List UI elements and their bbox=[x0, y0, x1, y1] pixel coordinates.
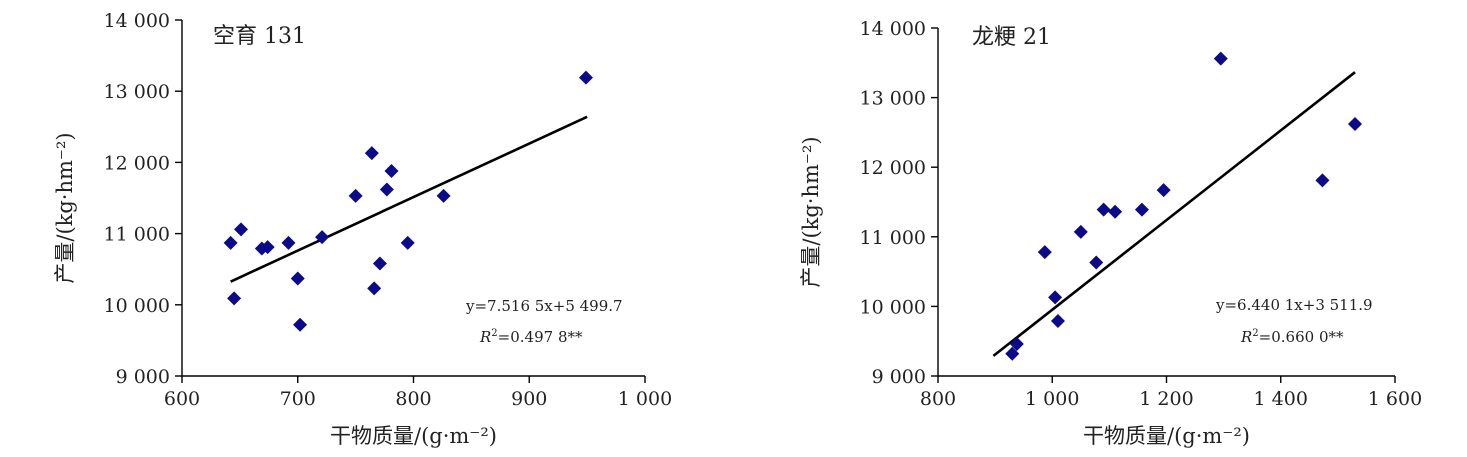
r-squared-label: R2=0.497 8** bbox=[479, 328, 583, 346]
data-point bbox=[260, 240, 275, 255]
y-tick-label: 11 000 bbox=[104, 224, 170, 246]
x-axis-label: 干物质量/(g·m⁻²) bbox=[330, 424, 497, 448]
x-axis-label: 干物质量/(g·m⁻²) bbox=[1083, 424, 1250, 448]
x-tick-label: 1 000 bbox=[618, 388, 672, 410]
y-tick-label: 13 000 bbox=[104, 81, 170, 103]
regression-equation: y=7.516 5x+5 499.7 bbox=[465, 297, 623, 315]
data-point bbox=[1213, 51, 1228, 66]
trendline bbox=[230, 115, 588, 283]
data-point bbox=[290, 271, 305, 286]
data-point bbox=[348, 188, 363, 203]
r-squared-label: R2=0.660 0** bbox=[1240, 328, 1344, 346]
x-tick-label: 800 bbox=[395, 388, 431, 410]
panel-title: 龙粳 21 bbox=[972, 25, 1051, 50]
y-tick-label: 12 000 bbox=[104, 152, 170, 174]
data-point bbox=[578, 70, 593, 85]
regression-equation: y=6.440 1x+3 511.9 bbox=[1215, 296, 1373, 314]
panel-title: 空育 131 bbox=[213, 24, 306, 49]
x-tick-label: 900 bbox=[511, 388, 547, 410]
data-point bbox=[436, 188, 451, 203]
data-point bbox=[367, 281, 382, 296]
data-point bbox=[1315, 173, 1330, 188]
data-point bbox=[379, 182, 394, 197]
data-point bbox=[1156, 183, 1171, 198]
data-point bbox=[1134, 202, 1149, 217]
data-point bbox=[1348, 117, 1363, 132]
data-point bbox=[293, 317, 308, 332]
y-tick-label: 11 000 bbox=[860, 227, 926, 249]
data-point bbox=[1050, 314, 1065, 329]
data-point bbox=[227, 291, 242, 306]
y-tick-label: 10 000 bbox=[104, 295, 170, 317]
data-point bbox=[223, 235, 238, 250]
x-tick-label: 1 400 bbox=[1254, 388, 1308, 410]
data-point bbox=[281, 235, 296, 250]
data-point bbox=[1089, 255, 1104, 270]
y-tick-label: 13 000 bbox=[860, 88, 926, 110]
scatter-panel-1: 9 000 10 000 11 000 12 000 13 000 14 000 600 70… bbox=[53, 10, 672, 448]
x-tick-label: 700 bbox=[280, 388, 316, 410]
data-point bbox=[1073, 224, 1088, 239]
x-tick-label: 1 000 bbox=[1025, 388, 1079, 410]
data-point bbox=[1009, 336, 1024, 351]
x-tick-label: 600 bbox=[164, 388, 200, 410]
data-point bbox=[1108, 204, 1123, 219]
y-axis-label: 产量/(kg·hm⁻²) bbox=[53, 132, 77, 283]
x-tick-label: 1 200 bbox=[1139, 388, 1193, 410]
data-point bbox=[400, 235, 415, 250]
data-point bbox=[1096, 202, 1111, 217]
y-tick-label: 14 000 bbox=[860, 18, 926, 40]
data-point bbox=[1048, 290, 1063, 305]
data-point bbox=[1005, 346, 1020, 361]
y-tick-label: 9 000 bbox=[872, 366, 926, 388]
y-tick-label: 10 000 bbox=[860, 296, 926, 318]
data-point bbox=[372, 256, 387, 271]
y-tick-label: 9 000 bbox=[116, 366, 170, 388]
x-tick-label: 800 bbox=[920, 388, 956, 410]
y-tick-label: 12 000 bbox=[860, 157, 926, 179]
data-point bbox=[234, 222, 249, 237]
x-tick-label: 1 600 bbox=[1368, 388, 1422, 410]
data-point bbox=[315, 230, 330, 245]
data-point bbox=[364, 146, 379, 161]
trendline bbox=[992, 71, 1356, 357]
scatter-panel-2: 9 000 10 000 11 000 12 000 13 000 14 000 800 1 … bbox=[799, 18, 1422, 448]
data-point bbox=[384, 163, 399, 178]
y-tick-label: 14 000 bbox=[104, 10, 170, 32]
y-axis-label: 产量/(kg·hm⁻²) bbox=[799, 136, 823, 287]
data-point bbox=[1037, 245, 1052, 260]
